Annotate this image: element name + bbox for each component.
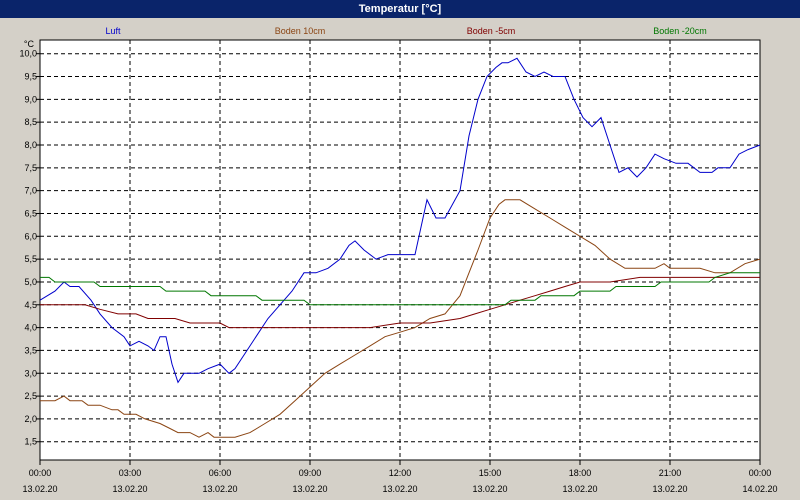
- y-tick-label: 6,5: [24, 208, 37, 218]
- y-tick-label: 7,0: [24, 186, 37, 196]
- series-line: [40, 199, 761, 438]
- y-tick-label: 4,0: [24, 323, 37, 333]
- y-axis-unit-label: °C: [24, 39, 35, 49]
- x-tick-date-label: 13.02.20: [112, 484, 147, 494]
- x-tick-date-label: 13.02.20: [472, 484, 507, 494]
- x-tick-time-label: 18:00: [569, 468, 592, 478]
- series-line: [40, 276, 760, 329]
- y-tick-label: 8,5: [24, 117, 37, 127]
- y-tick-label: 3,0: [24, 368, 37, 378]
- series-lines: [39, 57, 761, 438]
- x-tick-time-label: 03:00: [119, 468, 142, 478]
- y-tick-label: 5,0: [24, 277, 37, 287]
- y-tick-label: 9,0: [24, 94, 37, 104]
- y-tick-label: 3,5: [24, 345, 37, 355]
- x-tick-date-label: 13.02.20: [22, 484, 57, 494]
- x-tick-time-label: 09:00: [299, 468, 322, 478]
- y-tick-label: 2,0: [24, 414, 37, 424]
- x-axis-ticks: 00:00 13.02.20 03:00 13.02.20 06:00 13.02.20 0…: [22, 460, 778, 494]
- x-tick-time-label: 15:00: [479, 468, 502, 478]
- y-tick-label: 1,5: [24, 437, 37, 447]
- y-axis-ticks: 1,5 2,0 2,5 3,0 3,5 4,0 4,5 5,0 5,5 6,0 6,5 7,0 7,5 8…: [19, 49, 40, 447]
- y-tick-label: 6,0: [24, 231, 37, 241]
- x-tick-time-label: 21:00: [659, 468, 682, 478]
- series-line: [39, 57, 761, 384]
- y-tick-label: 9,5: [24, 72, 37, 82]
- x-tick-date-label: 13.02.20: [652, 484, 687, 494]
- chart-title: Temperatur [°C]: [0, 0, 800, 18]
- x-tick-date-label: 13.02.20: [562, 484, 597, 494]
- x-tick-time-label: 00:00: [29, 468, 52, 478]
- x-tick-date-label: 14.02.20: [742, 484, 777, 494]
- x-tick-time-label: 00:00: [749, 468, 772, 478]
- x-tick-time-label: 12:00: [389, 468, 412, 478]
- legend-entry: Luft: [105, 26, 121, 36]
- x-tick-date-label: 13.02.20: [202, 484, 237, 494]
- y-tick-label: 5,5: [24, 254, 37, 264]
- y-tick-label: 7,5: [24, 163, 37, 173]
- grid-lines: [40, 40, 760, 460]
- series-line: [40, 272, 760, 306]
- legend: Luft Boden 10cm Boden -5cm Boden -20cm: [105, 26, 706, 36]
- x-tick-time-label: 06:00: [209, 468, 232, 478]
- x-tick-date-label: 13.02.20: [382, 484, 417, 494]
- y-tick-label: 10,0: [19, 49, 37, 59]
- legend-entry: Boden -20cm: [653, 26, 707, 36]
- y-tick-label: 8,0: [24, 140, 37, 150]
- y-tick-label: 4,5: [24, 300, 37, 310]
- legend-entry: Boden -5cm: [467, 26, 516, 36]
- legend-entry: Boden 10cm: [275, 26, 326, 36]
- y-tick-label: 2,5: [24, 391, 37, 401]
- x-tick-date-label: 13.02.20: [292, 484, 327, 494]
